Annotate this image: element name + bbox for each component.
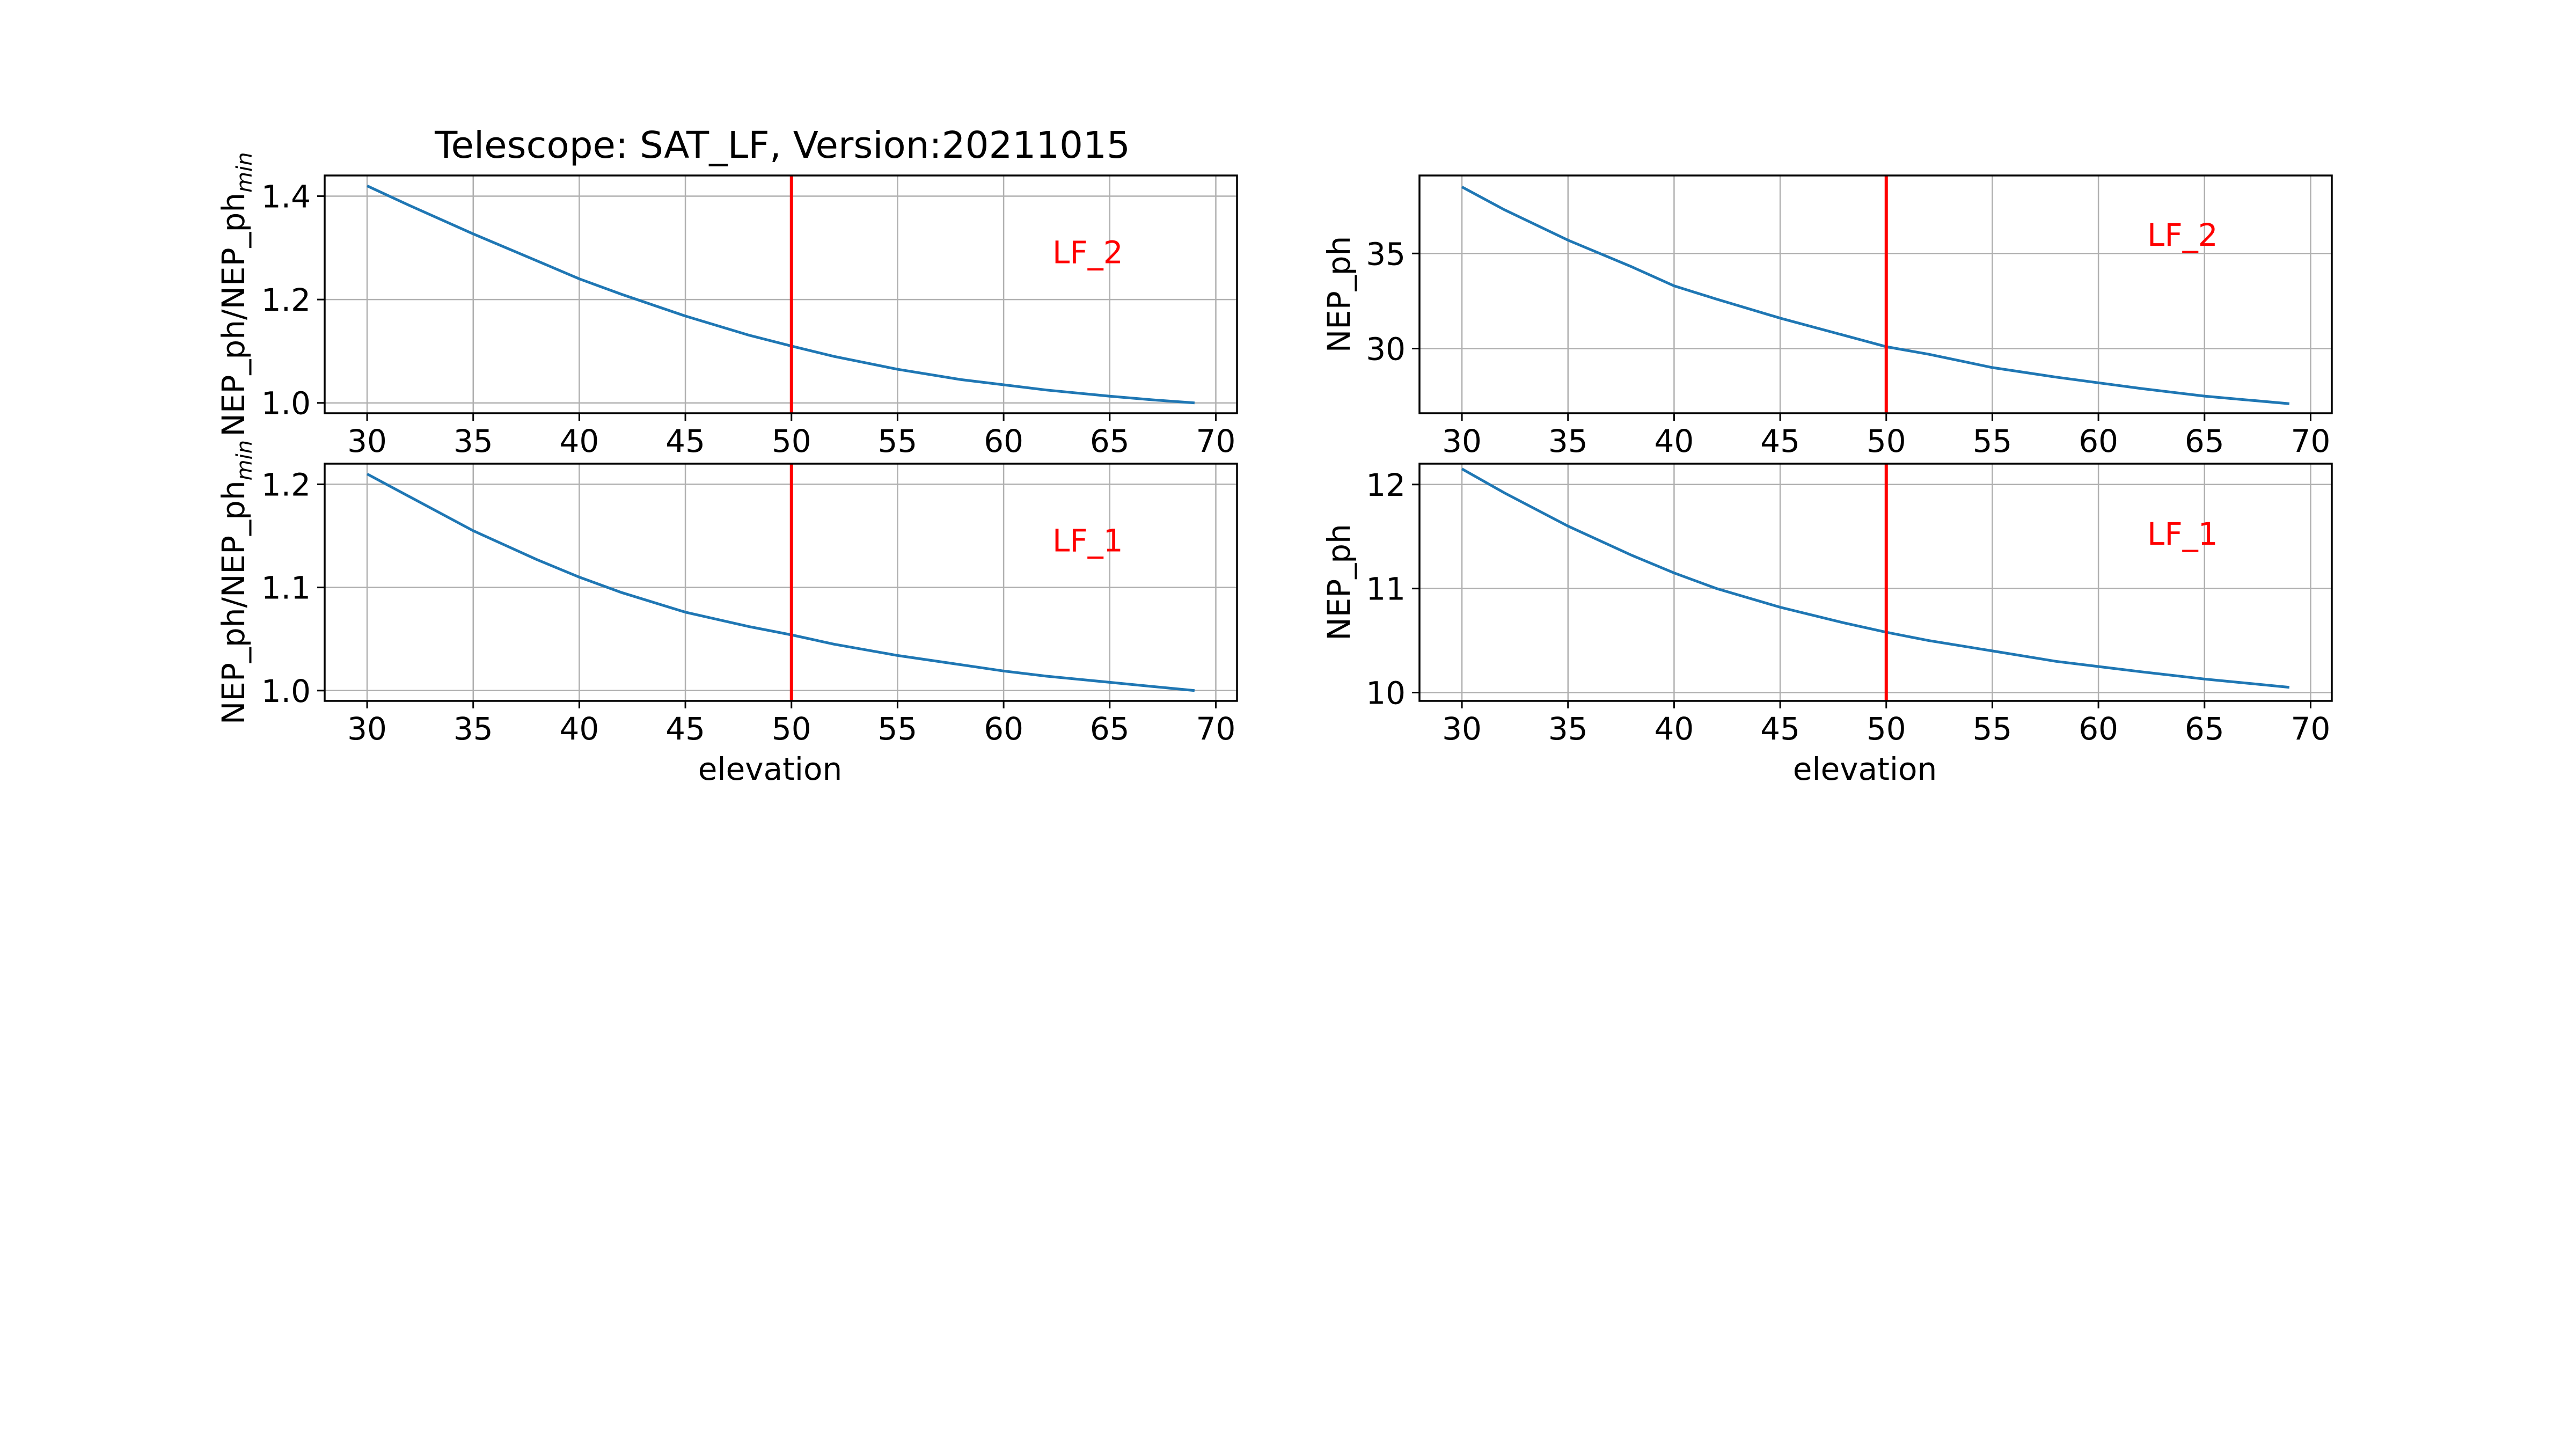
x-tick-label: 30 — [1442, 423, 1482, 459]
subplot-bottom-right: 30 35 40 45 50 55 60 65 70 10 11 12 LF_1 elevation NEP… — [1321, 463, 2333, 787]
x-tick-label: 45 — [1760, 711, 1800, 747]
y-axis-label-main: NEP_ph/NEP_ph — [215, 480, 252, 724]
y-axis-label: NEP_ph — [1321, 236, 1357, 353]
y-tick-label: 30 — [1366, 331, 1406, 368]
x-axis-label: elevation — [698, 751, 842, 787]
y-tick-label: 11 — [1366, 571, 1406, 608]
y-tick-label: 1.0 — [261, 673, 311, 709]
x-tick-label: 35 — [453, 423, 493, 459]
x-tick-label: 65 — [1090, 423, 1130, 459]
x-tick-label: 65 — [2185, 423, 2224, 459]
y-tick-label: 35 — [1366, 236, 1406, 272]
x-tick-label: 55 — [878, 423, 918, 459]
x-tick-label: 70 — [1196, 711, 1236, 747]
x-tick-label: 40 — [1655, 423, 1694, 459]
x-tick-label: 30 — [1442, 711, 1482, 747]
x-tick-label: 50 — [772, 711, 811, 747]
x-tick-label: 65 — [1090, 711, 1130, 747]
series-annotation: LF_1 — [1052, 522, 1123, 559]
y-tick-label: 10 — [1366, 675, 1406, 711]
x-tick-label: 60 — [2079, 423, 2118, 459]
figure-title: Telescope: SAT_LF, Version:20211015 — [434, 124, 1130, 167]
x-tick-label: 70 — [1196, 423, 1236, 459]
x-tick-label: 50 — [1867, 423, 1906, 459]
x-tick-label: 50 — [1867, 711, 1906, 747]
axes-frame — [1418, 463, 2333, 702]
x-tick-label: 55 — [1973, 711, 2012, 747]
x-tick-label: 45 — [665, 711, 705, 747]
x-tick-label: 40 — [1655, 711, 1694, 747]
x-tick-label: 60 — [984, 711, 1023, 747]
y-axis-label-main: NEP_ph — [1321, 236, 1357, 353]
y-axis-label: NEP_ph/NEP_phmin — [215, 440, 257, 724]
x-tick-label: 35 — [453, 711, 493, 747]
y-axis-label-main: NEP_ph — [1321, 524, 1357, 641]
x-tick-label: 55 — [878, 711, 918, 747]
y-axis-label: NEP_ph — [1321, 524, 1357, 641]
x-tick-label: 30 — [347, 711, 387, 747]
y-axis-label-subscript: min — [232, 440, 257, 480]
x-tick-label: 45 — [665, 423, 705, 459]
y-tick-label: 1.2 — [261, 466, 311, 503]
y-tick-label: 1.1 — [261, 570, 311, 606]
y-axis-label-subscript: min — [232, 152, 257, 192]
x-tick-label: 60 — [984, 423, 1023, 459]
x-tick-label: 40 — [560, 423, 599, 459]
x-tick-label: 60 — [2079, 711, 2118, 747]
axes-frame — [324, 174, 1238, 414]
subplot-grid: 30 35 40 45 50 55 60 65 70 1.0 1.2 1.4 LF_2 NEP_ph/NE… — [215, 152, 2333, 787]
x-tick-label: 35 — [1548, 711, 1588, 747]
x-tick-label: 40 — [560, 711, 599, 747]
y-tick-label: 12 — [1366, 467, 1406, 503]
x-tick-label: 45 — [1760, 423, 1800, 459]
x-tick-label: 70 — [2291, 423, 2331, 459]
x-tick-label: 65 — [2185, 711, 2224, 747]
subplot-top-right: 30 35 40 45 50 55 60 65 70 30 35 LF_2 NEP_ph — [1321, 174, 2333, 459]
x-tick-label: 50 — [772, 423, 811, 459]
x-tick-label: 70 — [2291, 711, 2331, 747]
x-axis-label: elevation — [1793, 751, 1937, 787]
x-tick-label: 55 — [1973, 423, 2012, 459]
series-annotation: LF_2 — [2147, 217, 2218, 253]
series-annotation: LF_2 — [1052, 235, 1123, 271]
x-tick-label: 35 — [1548, 423, 1588, 459]
series-annotation: LF_1 — [2147, 516, 2218, 552]
axes-frame — [1418, 174, 2333, 414]
y-tick-label: 1.4 — [261, 179, 311, 215]
axes-frame — [324, 463, 1238, 702]
y-tick-label: 1.0 — [261, 385, 311, 422]
subplot-top-left: 30 35 40 45 50 55 60 65 70 1.0 1.2 1.4 LF_2 NEP_ph/NE… — [215, 152, 1238, 459]
subplot-bottom-left: 30 35 40 45 50 55 60 65 70 1.0 1.1 1.2 LF_1 elevation… — [215, 440, 1238, 787]
y-axis-label-main: NEP_ph/NEP_ph — [215, 193, 252, 437]
x-tick-label: 30 — [347, 423, 387, 459]
y-axis-label: NEP_ph/NEP_phmin — [215, 152, 257, 436]
y-tick-label: 1.2 — [261, 282, 311, 318]
